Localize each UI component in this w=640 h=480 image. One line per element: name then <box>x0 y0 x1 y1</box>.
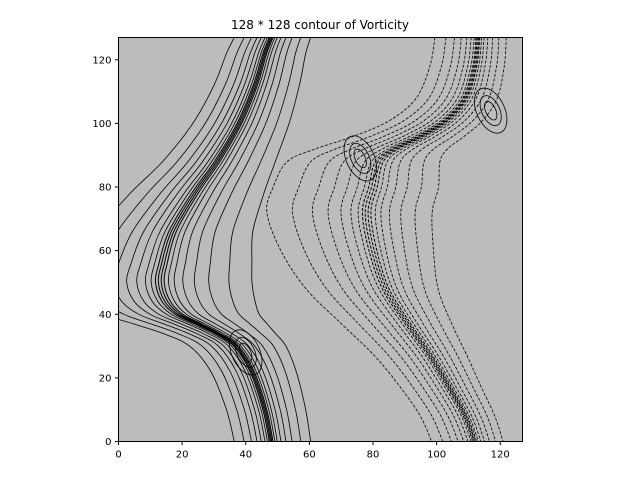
x-tick-label: 80 <box>367 450 380 461</box>
y-axis: 0 20 40 60 80 100 120 <box>92 55 119 448</box>
negative-contour <box>357 37 475 442</box>
positive-contour <box>167 37 276 442</box>
positive-contour <box>154 37 270 442</box>
positive-contour <box>182 37 282 442</box>
x-tick-label: 20 <box>176 450 189 461</box>
y-tick-label: 120 <box>92 55 111 66</box>
negative-contour <box>312 37 455 442</box>
negative-contour <box>370 37 481 442</box>
positive-contour <box>118 37 245 442</box>
negative-contour <box>400 37 494 442</box>
vortex-contour <box>484 100 498 121</box>
x-tick-label: 60 <box>303 450 316 461</box>
negative-contour <box>350 37 472 442</box>
vortex-contour <box>239 342 253 363</box>
x-tick-label: 100 <box>427 450 446 461</box>
chart-title: 128 * 128 contour of Vorticity <box>231 18 409 32</box>
y-tick-label: 80 <box>99 183 112 194</box>
negative-contour <box>364 37 478 442</box>
plot-frame <box>118 37 523 442</box>
y-tick-label: 40 <box>99 310 112 321</box>
negative-contour <box>431 37 507 442</box>
x-tick-label: 120 <box>491 450 510 461</box>
vortex-contour <box>234 337 257 368</box>
positive-contour <box>136 37 262 442</box>
y-tick-label: 20 <box>99 373 112 384</box>
negative-contour <box>380 37 485 442</box>
positive-contour <box>208 37 293 442</box>
vortex-contour <box>349 142 372 174</box>
contour-lines <box>118 37 508 442</box>
x-tick-label: 0 <box>115 450 121 461</box>
vortex-contour <box>474 87 508 134</box>
y-tick-label: 60 <box>99 246 112 257</box>
negative-contour <box>414 37 500 442</box>
positive-contour <box>251 37 311 442</box>
negative-contour <box>291 37 447 442</box>
negative-contour <box>367 37 480 442</box>
positive-contour <box>173 37 278 442</box>
vortex-contour <box>343 135 377 182</box>
negative-contour <box>327 37 462 442</box>
plot-area <box>118 37 523 442</box>
x-axis: 0 20 40 60 80 100 120 <box>115 441 510 461</box>
positive-contour <box>150 37 268 442</box>
negative-contour <box>374 37 483 442</box>
positive-contour <box>118 37 252 442</box>
vortex-contour <box>353 148 367 169</box>
positive-contour <box>160 37 273 442</box>
x-tick-label: 40 <box>239 450 252 461</box>
positive-contour <box>228 37 302 442</box>
negative-contour <box>266 37 436 442</box>
vortex-contour <box>229 329 263 376</box>
y-tick-label: 0 <box>105 437 111 448</box>
y-tick-label: 100 <box>92 119 111 130</box>
negative-contour <box>388 37 489 442</box>
positive-contour <box>163 37 274 442</box>
positive-contour <box>144 37 266 442</box>
positive-contour <box>126 37 258 442</box>
vortex-contour <box>479 95 502 127</box>
positive-contour <box>193 37 287 442</box>
positive-contour <box>118 37 235 442</box>
